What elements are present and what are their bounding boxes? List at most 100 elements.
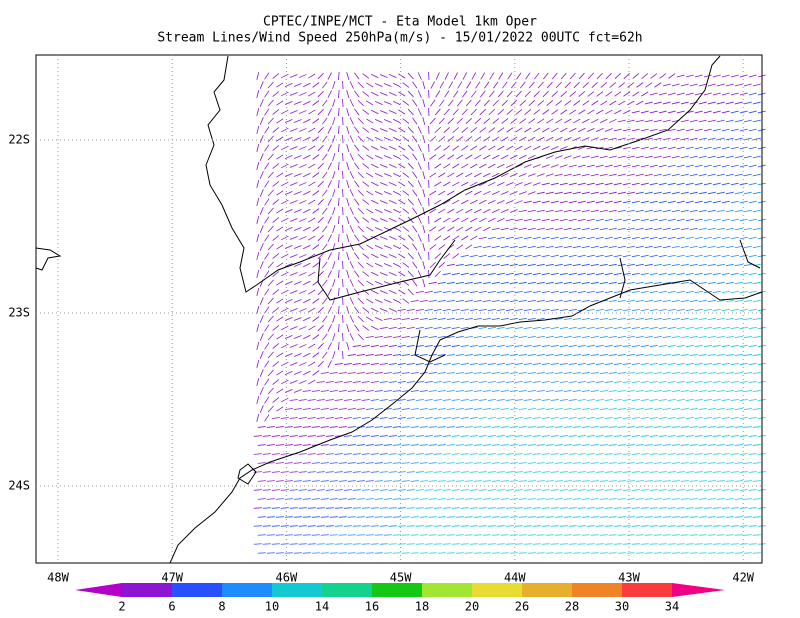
stream-arrow (626, 317, 635, 321)
stream-arrow (338, 287, 340, 297)
stream-arrow (649, 417, 658, 419)
stream-arrow (554, 281, 563, 285)
stream-arrow (698, 101, 707, 105)
stream-arrow (474, 190, 482, 196)
stream-arrow (667, 146, 676, 150)
stream-arrow (322, 351, 328, 359)
stream-arrow (491, 444, 500, 446)
stream-arrow (712, 200, 721, 204)
stream-arrow (461, 235, 469, 241)
stream-arrow (402, 100, 410, 106)
stream-arrow (379, 453, 388, 455)
stream-arrow (644, 281, 653, 285)
stream-arrow (614, 91, 622, 97)
stream-arrow (586, 489, 595, 491)
stream-arrow (676, 327, 685, 329)
stream-arrow (332, 279, 336, 287)
stream-arrow (730, 308, 739, 312)
stream-arrow (743, 173, 752, 177)
stream-arrow (653, 245, 662, 249)
stream-arrow (352, 381, 361, 383)
stream-arrow (264, 234, 270, 242)
stream-arrow (271, 507, 280, 509)
stream-arrow (362, 181, 370, 187)
stream-arrow (533, 109, 541, 115)
stream-arrow (662, 336, 671, 338)
stream-arrow (595, 272, 604, 276)
stream-arrow (354, 288, 360, 296)
stream-arrow (748, 453, 757, 455)
stream-arrow (577, 363, 586, 365)
stream-arrow (379, 272, 388, 276)
stream-arrow (739, 543, 748, 545)
stream-arrow (320, 444, 329, 446)
stream-arrow (582, 118, 590, 124)
stream-arrow (379, 327, 388, 329)
stream-arrow (346, 180, 350, 188)
stream-arrow (563, 155, 572, 159)
stream-arrow (671, 426, 680, 428)
stream-arrow (703, 453, 712, 455)
stream-arrow (492, 136, 500, 142)
stream-arrow (541, 507, 550, 509)
stream-arrow (559, 182, 568, 186)
stream-arrow (281, 325, 289, 331)
stream-arrow (307, 543, 316, 545)
stream-arrow (312, 82, 320, 88)
stream-arrow (563, 209, 572, 213)
stream-arrow (329, 444, 338, 446)
stream-arrow (626, 281, 635, 285)
stream-arrow (559, 399, 568, 401)
stream-arrow (604, 218, 613, 222)
stream-arrow (694, 363, 703, 365)
stream-arrow (289, 218, 298, 222)
stream-arrow (550, 345, 559, 347)
stream-arrow (518, 444, 527, 446)
stream-arrow (509, 552, 518, 554)
stream-arrow (703, 543, 712, 545)
stream-arrow (412, 99, 418, 107)
stream-arrow (264, 144, 270, 152)
stream-arrow (356, 552, 365, 554)
stream-arrow (676, 363, 685, 365)
stream-arrow (262, 453, 271, 455)
stream-arrow (346, 72, 350, 80)
stream-arrow (437, 426, 446, 428)
stream-arrow (443, 108, 450, 116)
stream-arrow (410, 444, 419, 446)
stream-arrow (534, 72, 540, 80)
stream-arrow (343, 507, 352, 509)
stream-arrow (707, 317, 716, 321)
stream-arrow (581, 390, 590, 392)
stream-arrow (608, 281, 617, 285)
stream-arrow (627, 100, 635, 106)
stream-arrow (262, 489, 271, 491)
stream-arrow (401, 317, 410, 321)
stream-arrow (276, 118, 284, 124)
stream-arrow (527, 155, 536, 159)
stream-arrow (303, 334, 311, 340)
stream-arrow (694, 399, 703, 401)
stream-arrow (316, 525, 325, 527)
stream-arrow (410, 336, 419, 338)
stream-arrow (734, 227, 743, 231)
stream-arrow (572, 336, 581, 338)
stream-arrow (604, 236, 613, 240)
stream-arrow (267, 297, 274, 305)
stream-arrow (428, 408, 437, 410)
stream-arrow (577, 182, 586, 186)
stream-arrow (658, 453, 667, 455)
stream-arrow (451, 399, 460, 401)
stream-arrow (361, 453, 370, 455)
stream-arrow (550, 308, 559, 312)
stream-arrow (586, 417, 595, 419)
stream-arrow (491, 354, 500, 356)
stream-arrow (370, 399, 379, 401)
stream-arrow (379, 471, 388, 473)
stream-arrow (542, 109, 550, 115)
stream-arrow (680, 227, 689, 231)
stream-arrow (379, 290, 388, 294)
stream-arrow (257, 444, 266, 446)
stream-arrow (689, 408, 698, 410)
stream-arrow (284, 516, 293, 518)
